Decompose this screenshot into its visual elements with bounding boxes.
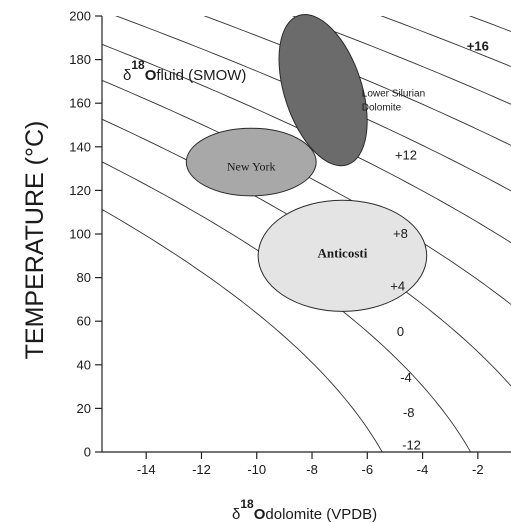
series-title: δ18Ofluid (SMOW) (123, 58, 246, 84)
x-tick-label: -4 (417, 462, 429, 477)
y-tick-label: 0 (84, 445, 91, 460)
region-ellipse (185, 127, 317, 197)
y-tick-label: 20 (77, 401, 91, 416)
series-label: -8 (403, 405, 415, 420)
series-label: +4 (390, 278, 405, 293)
curve-labels: -12 -8 -4 0 +4 +8 +12 +16 (390, 39, 489, 453)
y-tick-label: 100 (69, 227, 91, 242)
x-tick-label: -6 (362, 462, 374, 477)
data-regions: Lower Silurian Dolomite New York Anticosti (185, 14, 428, 312)
x-axis-label: δ18Odolomite (VPDB) (232, 497, 377, 523)
region-label: Lower Silurian (362, 89, 425, 100)
y-tick-label: 40 (77, 357, 91, 372)
region-label: Dolomite (362, 103, 402, 114)
y-tick-label: 120 (69, 183, 91, 198)
y-tick-label: 180 (69, 52, 91, 67)
x-tick-label: -10 (247, 462, 266, 477)
series-line (102, 161, 472, 452)
series-line (203, 16, 511, 146)
region-ellipse (278, 14, 368, 167)
region-ellipse (257, 199, 428, 312)
y-tick-label: 160 (69, 96, 91, 111)
series-line (102, 208, 383, 452)
y-tick-label: 140 (69, 139, 91, 154)
series-label: -4 (400, 370, 412, 385)
y-tick-label: 60 (77, 314, 91, 329)
x-tick-label: -12 (192, 462, 211, 477)
series-label: -12 (402, 437, 421, 452)
series-label: +8 (393, 226, 408, 241)
series-line (291, 16, 511, 105)
region-label: New York (227, 159, 276, 173)
series-label: +12 (395, 148, 417, 163)
series-label: +16 (467, 39, 489, 54)
region-label: Anticosti (318, 246, 368, 261)
x-tick-label: -8 (306, 462, 318, 477)
x-tick-label: -14 (137, 462, 156, 477)
series-label: 0 (397, 324, 404, 339)
x-tick-label: -2 (472, 462, 484, 477)
series-line (468, 16, 511, 32)
y-tick-label: 200 (69, 9, 91, 24)
series-line (102, 43, 511, 244)
y-axis-label: TEMPERATURE (°C) (21, 121, 49, 360)
y-tick-label: 80 (77, 270, 91, 285)
axes: 0 20 40 60 80 100 120 140 160 180 200 -14 -12 -10 -8 -6… (69, 9, 511, 477)
